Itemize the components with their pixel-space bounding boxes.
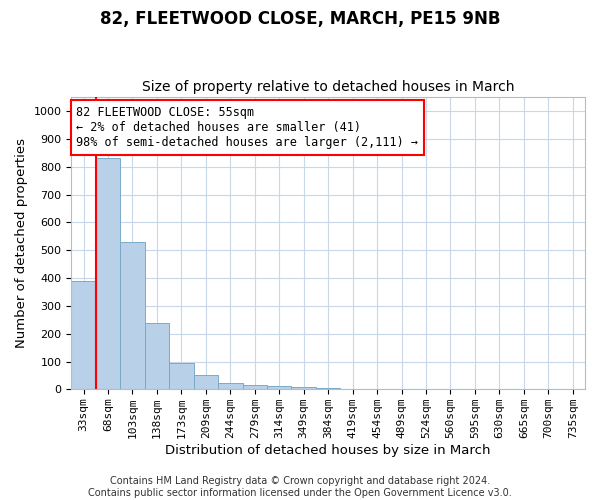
Bar xyxy=(365,389,389,390)
Bar xyxy=(169,363,194,390)
Bar xyxy=(242,385,267,390)
Text: 82 FLEETWOOD CLOSE: 55sqm
← 2% of detached houses are smaller (41)
98% of semi-d: 82 FLEETWOOD CLOSE: 55sqm ← 2% of detach… xyxy=(76,106,418,149)
Bar xyxy=(96,158,120,390)
Bar xyxy=(145,322,169,390)
Bar xyxy=(120,242,145,390)
Text: Contains HM Land Registry data © Crown copyright and database right 2024.
Contai: Contains HM Land Registry data © Crown c… xyxy=(88,476,512,498)
Bar xyxy=(218,384,242,390)
X-axis label: Distribution of detached houses by size in March: Distribution of detached houses by size … xyxy=(166,444,491,458)
Bar xyxy=(71,281,96,390)
Y-axis label: Number of detached properties: Number of detached properties xyxy=(15,138,28,348)
Bar xyxy=(389,389,414,390)
Bar xyxy=(340,388,365,390)
Bar xyxy=(316,388,340,390)
Text: 82, FLEETWOOD CLOSE, MARCH, PE15 9NB: 82, FLEETWOOD CLOSE, MARCH, PE15 9NB xyxy=(100,10,500,28)
Bar xyxy=(194,375,218,390)
Bar xyxy=(292,387,316,390)
Bar xyxy=(267,386,292,390)
Title: Size of property relative to detached houses in March: Size of property relative to detached ho… xyxy=(142,80,514,94)
